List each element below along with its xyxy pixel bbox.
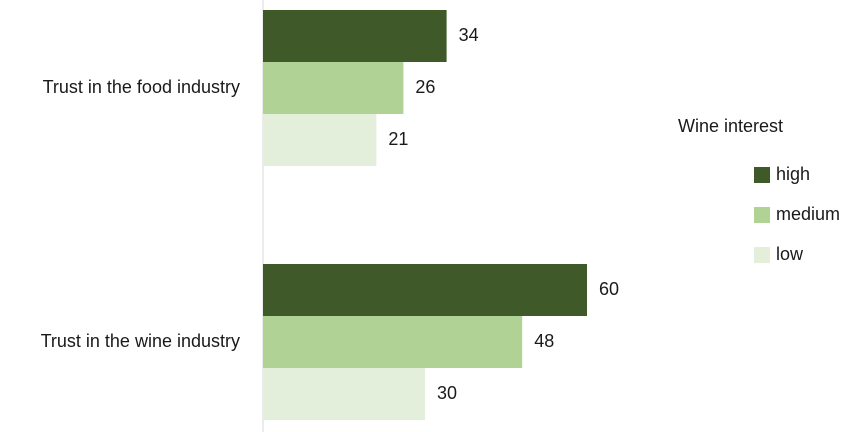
- value-label-group: 34 26 21 60 48 30: [388, 25, 619, 403]
- bar-trust-in-the-wine-industry-medium: [263, 316, 523, 368]
- value-label-trust-in-the-food-industry-high: 34: [459, 25, 479, 45]
- bar-trust-in-the-food-industry-medium: [263, 62, 404, 114]
- bar-group: [263, 10, 587, 420]
- value-label-trust-in-the-wine-industry-low: 30: [437, 383, 457, 403]
- bar-trust-in-the-food-industry-high: [263, 10, 447, 62]
- bar-trust-in-the-wine-industry-high: [263, 264, 587, 316]
- value-label-trust-in-the-food-industry-low: 21: [388, 129, 408, 149]
- legend-title: Wine interest: [678, 116, 783, 136]
- legend-swatch-low: [754, 247, 770, 263]
- legend-swatch-high: [754, 167, 770, 183]
- legend: Wine interest high medium low: [678, 116, 840, 264]
- legend-label-low: low: [776, 244, 804, 264]
- value-label-trust-in-the-wine-industry-medium: 48: [534, 331, 554, 351]
- category-label-group: Trust in the food industry Trust in the w…: [41, 77, 240, 351]
- legend-swatch-medium: [754, 207, 770, 223]
- category-label-trust-in-the-food-industry: Trust in the food industry: [43, 77, 240, 97]
- bar-trust-in-the-food-industry-low: [263, 114, 377, 166]
- category-label-trust-in-the-wine-industry: Trust in the wine industry: [41, 331, 240, 351]
- value-label-trust-in-the-food-industry-medium: 26: [415, 77, 435, 97]
- legend-label-high: high: [776, 164, 810, 184]
- value-label-trust-in-the-wine-industry-high: 60: [599, 279, 619, 299]
- bar-trust-in-the-wine-industry-low: [263, 368, 425, 420]
- legend-label-medium: medium: [776, 204, 840, 224]
- legend-items: high medium low: [754, 164, 840, 264]
